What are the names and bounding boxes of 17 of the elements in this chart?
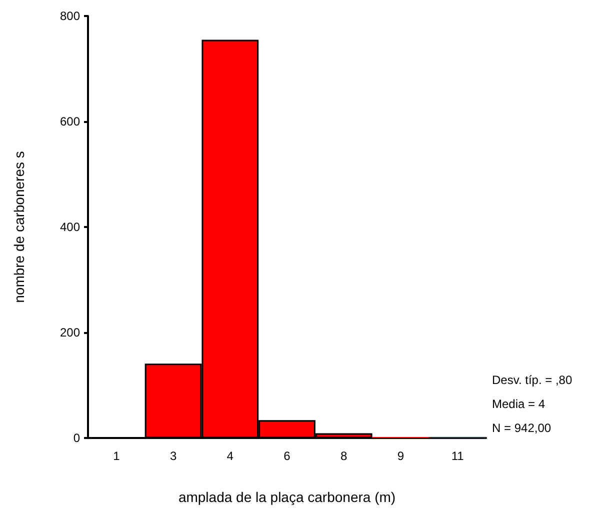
y-tick-label: 200 xyxy=(60,326,80,340)
x-tick-label: 3 xyxy=(170,449,177,463)
y-tick-label: 400 xyxy=(60,220,80,234)
x-tick-label: 4 xyxy=(226,449,234,463)
y-tick-label: 800 xyxy=(60,9,80,23)
text: Desv. típ. = ,80 xyxy=(492,373,572,387)
x-tick-label: 11 xyxy=(451,449,464,463)
x-tick-label: 6 xyxy=(284,449,291,463)
x-tick-label: 8 xyxy=(340,449,348,463)
text: Media = 4 xyxy=(492,397,546,411)
y-tick-label: 0 xyxy=(73,431,80,445)
y-axis-title: nombre de carboneres s xyxy=(11,151,27,303)
x-axis-title: amplada de la plaça carbonera (m) xyxy=(178,489,396,505)
y-tick-label: 600 xyxy=(60,114,80,128)
x-tick-label: 9 xyxy=(397,449,404,463)
text: N = 942,00 xyxy=(492,421,552,435)
x-tick-label: 1 xyxy=(113,449,120,463)
